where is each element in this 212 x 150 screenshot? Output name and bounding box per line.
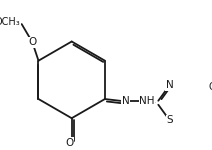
Text: S: S [166,115,173,125]
Text: NH: NH [139,96,155,106]
Text: CH₃: CH₃ [208,82,212,92]
Text: OCH₃: OCH₃ [0,17,20,27]
Text: O: O [65,138,73,148]
Text: O: O [28,37,36,47]
Text: N: N [122,96,130,106]
Text: N: N [166,80,174,90]
